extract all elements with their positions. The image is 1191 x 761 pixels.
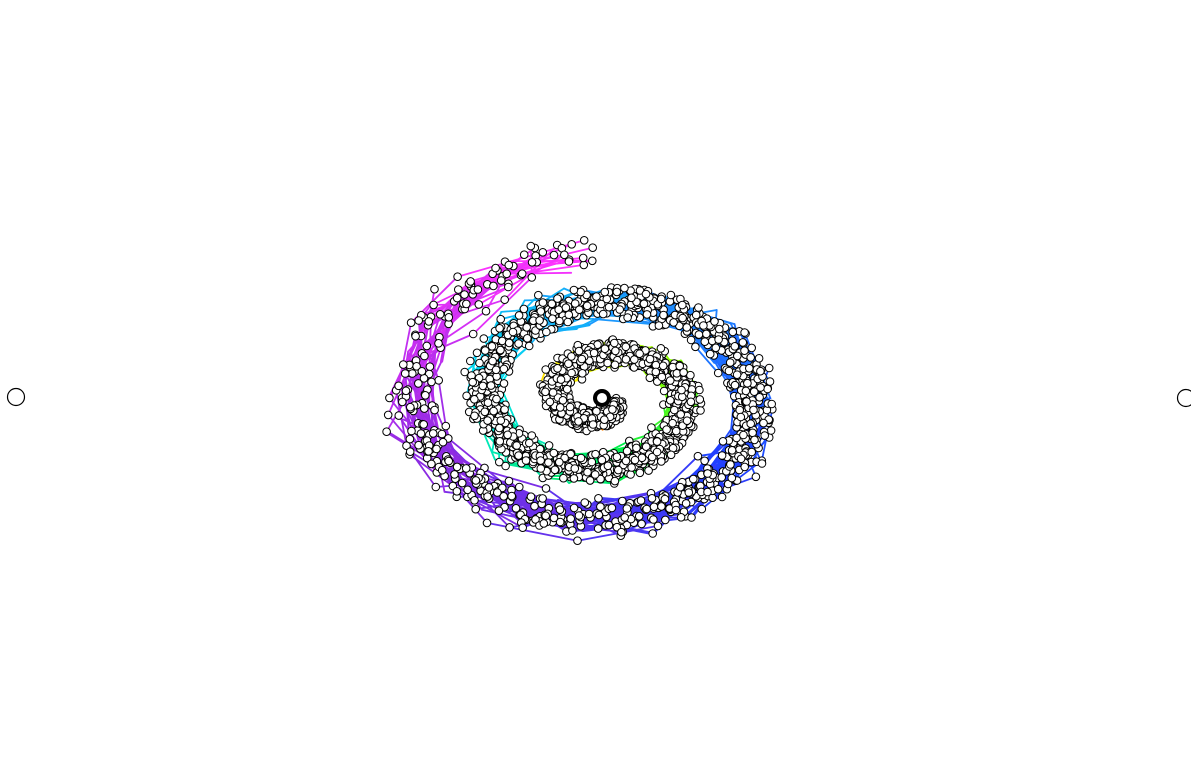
trajectory-node [528, 432, 536, 440]
trajectory-node [649, 530, 657, 538]
trajectory-node [515, 340, 523, 348]
trajectory-node [698, 505, 706, 513]
trajectory-node [692, 343, 700, 351]
trajectory-node [660, 387, 668, 395]
trajectory-node [688, 514, 696, 522]
trajectory-node [604, 462, 612, 470]
trajectory-node [580, 261, 588, 269]
trajectory-node [565, 258, 573, 266]
trajectory-node [420, 421, 428, 429]
trajectory-node [767, 427, 775, 435]
trajectory-node [755, 355, 763, 363]
trajectory-node [542, 485, 550, 493]
trajectory-node [497, 315, 505, 323]
trajectory-node [505, 477, 513, 485]
trajectory-node [714, 369, 722, 377]
trajectory-node [432, 483, 440, 491]
trajectory-node [761, 432, 769, 440]
trajectory-node [581, 499, 589, 507]
trajectory-node [476, 359, 484, 367]
trajectory-node [431, 285, 439, 293]
trajectory-node [518, 270, 526, 278]
trajectory-node [406, 435, 414, 443]
trajectory-node [589, 244, 597, 252]
trajectory-node [531, 502, 539, 510]
trajectory-node [568, 241, 576, 249]
trajectory-node [501, 296, 509, 304]
trajectory-node [490, 282, 498, 290]
trajectory-node [426, 363, 434, 371]
trajectory-node [635, 513, 643, 521]
trajectory-node [445, 457, 453, 465]
trajectory-node [594, 525, 602, 533]
trajectory-edge [507, 273, 572, 274]
trajectory-node [694, 452, 702, 460]
